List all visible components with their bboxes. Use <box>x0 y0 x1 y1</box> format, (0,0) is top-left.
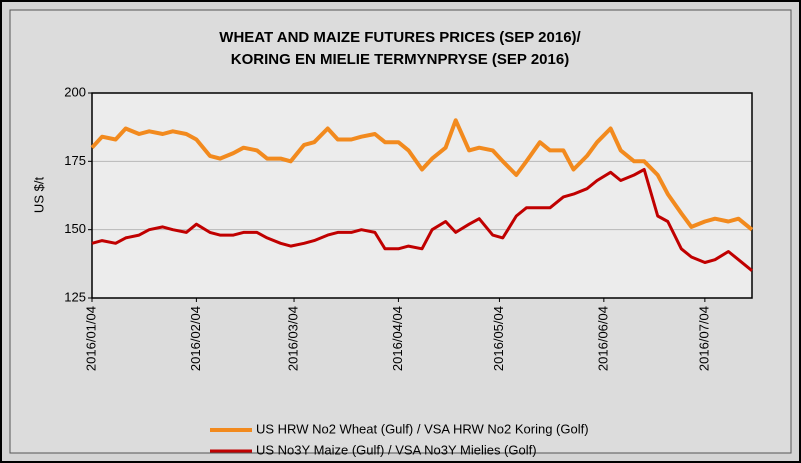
x-tick-label: 2016/03/04 <box>285 306 300 371</box>
y-axis-label: US $/t <box>31 177 46 214</box>
y-tick-label: 200 <box>64 84 86 99</box>
y-tick-label: 150 <box>64 221 86 236</box>
x-tick-label: 2016/05/04 <box>491 306 506 371</box>
data-line <box>90 118 754 232</box>
y-tick-label: 125 <box>64 289 86 304</box>
y-tick-label: 175 <box>64 153 86 168</box>
x-tick-label: 2016/06/04 <box>595 306 610 371</box>
x-tick-label: 2016/01/04 <box>83 306 98 371</box>
x-tick-label: 2016/07/04 <box>696 306 711 371</box>
legend-label: US HRW No2 Wheat (Gulf) / VSA HRW No2 Ko… <box>256 421 589 436</box>
chart-title: KORING EN MIELIE TERMYNPRYSE (SEP 2016) <box>231 51 569 68</box>
plot-border <box>91 92 753 299</box>
legend-label: US No3Y Maize (Gulf) / VSA No3Y Mielies … <box>256 442 537 457</box>
chart-title: WHEAT AND MAIZE FUTURES PRICES (SEP 2016… <box>219 29 581 46</box>
x-tick-label: 2016/02/04 <box>188 306 203 371</box>
data-line <box>91 168 753 272</box>
plot-area <box>92 93 752 298</box>
x-tick-label: 2016/04/04 <box>390 306 405 371</box>
